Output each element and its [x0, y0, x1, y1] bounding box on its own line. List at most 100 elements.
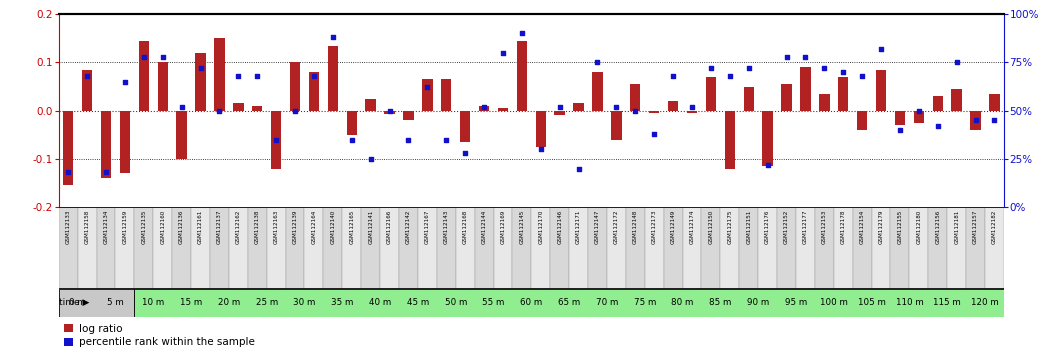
- Bar: [819, 94, 830, 111]
- Point: [362, 156, 379, 162]
- Point: [60, 170, 77, 175]
- Text: 60 m: 60 m: [520, 298, 542, 307]
- Point: [741, 65, 757, 71]
- Text: GSM112173: GSM112173: [651, 210, 657, 244]
- Bar: [555, 111, 564, 115]
- Text: GSM112161: GSM112161: [198, 210, 204, 244]
- Text: GSM112150: GSM112150: [708, 210, 713, 244]
- Text: 5 m: 5 m: [107, 298, 124, 307]
- Point: [343, 137, 360, 142]
- Text: GSM112168: GSM112168: [463, 210, 468, 244]
- Point: [513, 31, 530, 36]
- Bar: [59, 289, 134, 317]
- Text: 75 m: 75 m: [634, 298, 656, 307]
- Text: 85 m: 85 m: [709, 298, 731, 307]
- Text: GSM112136: GSM112136: [179, 210, 185, 244]
- Bar: [380, 207, 399, 289]
- Text: time ▶: time ▶: [59, 298, 89, 307]
- Text: GSM112145: GSM112145: [519, 210, 524, 244]
- Text: 90 m: 90 m: [747, 298, 769, 307]
- Bar: [498, 108, 508, 111]
- Point: [703, 65, 720, 71]
- Text: GSM112174: GSM112174: [689, 210, 694, 244]
- Text: GSM112165: GSM112165: [349, 210, 355, 244]
- Point: [192, 65, 209, 71]
- Bar: [725, 111, 735, 169]
- Bar: [970, 111, 981, 130]
- Text: GSM112163: GSM112163: [274, 210, 279, 244]
- Text: GSM112164: GSM112164: [312, 210, 317, 244]
- Point: [571, 166, 587, 171]
- Text: GSM112146: GSM112146: [557, 210, 562, 244]
- Text: GSM112177: GSM112177: [802, 210, 808, 244]
- Bar: [668, 101, 679, 111]
- Bar: [551, 207, 570, 289]
- Point: [722, 73, 738, 79]
- Bar: [721, 207, 740, 289]
- Bar: [403, 111, 413, 120]
- Bar: [248, 207, 266, 289]
- Text: GSM112135: GSM112135: [142, 210, 146, 244]
- Bar: [777, 207, 796, 289]
- Text: GSM112157: GSM112157: [973, 210, 978, 244]
- Bar: [857, 111, 868, 130]
- Bar: [891, 207, 909, 289]
- Bar: [758, 207, 777, 289]
- Bar: [909, 207, 928, 289]
- Point: [835, 69, 852, 75]
- Text: GSM112139: GSM112139: [293, 210, 298, 244]
- Bar: [101, 111, 111, 178]
- Point: [135, 54, 152, 59]
- Bar: [985, 207, 1004, 289]
- Bar: [664, 207, 683, 289]
- Text: GSM112140: GSM112140: [330, 210, 336, 244]
- Text: GSM112154: GSM112154: [859, 210, 864, 244]
- Point: [154, 54, 171, 59]
- Bar: [834, 207, 853, 289]
- Bar: [229, 207, 248, 289]
- Bar: [512, 207, 531, 289]
- Text: 115 m: 115 m: [934, 298, 961, 307]
- Text: 35 m: 35 m: [331, 298, 354, 307]
- Text: 45 m: 45 m: [407, 298, 429, 307]
- Text: GSM112143: GSM112143: [444, 210, 449, 244]
- Bar: [153, 207, 172, 289]
- Bar: [687, 111, 698, 113]
- Bar: [195, 53, 206, 111]
- Text: GSM112156: GSM112156: [936, 210, 940, 244]
- Point: [778, 54, 795, 59]
- Bar: [607, 207, 626, 289]
- Point: [816, 65, 833, 71]
- Text: GSM112167: GSM112167: [425, 210, 430, 244]
- Bar: [536, 111, 545, 147]
- Bar: [120, 111, 130, 173]
- Text: GSM112180: GSM112180: [917, 210, 921, 244]
- Bar: [782, 84, 792, 111]
- Point: [665, 73, 682, 79]
- Bar: [474, 207, 493, 289]
- Text: 105 m: 105 m: [858, 298, 885, 307]
- Bar: [951, 89, 962, 111]
- Bar: [947, 207, 966, 289]
- Bar: [815, 207, 834, 289]
- Text: 110 m: 110 m: [896, 298, 923, 307]
- Point: [873, 46, 890, 52]
- Text: GSM112172: GSM112172: [614, 210, 619, 244]
- Bar: [365, 98, 376, 111]
- Point: [892, 127, 908, 133]
- Bar: [327, 46, 338, 111]
- Point: [608, 104, 625, 110]
- Bar: [626, 207, 645, 289]
- Text: GSM112178: GSM112178: [840, 210, 845, 244]
- Bar: [574, 103, 584, 111]
- Text: GSM112169: GSM112169: [500, 210, 506, 244]
- Bar: [763, 111, 773, 166]
- Text: 20 m: 20 m: [218, 298, 240, 307]
- Text: GSM112142: GSM112142: [406, 210, 411, 244]
- Bar: [612, 111, 622, 139]
- Bar: [361, 207, 380, 289]
- Point: [305, 73, 322, 79]
- Text: GSM112153: GSM112153: [821, 210, 827, 244]
- Bar: [593, 72, 603, 111]
- Text: 10 m: 10 m: [142, 298, 165, 307]
